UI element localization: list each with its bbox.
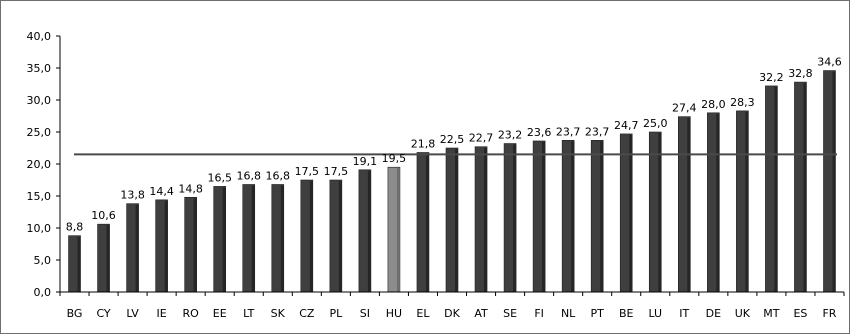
- category-label-nl: NL: [561, 307, 576, 320]
- data-label-cz: 17,5: [295, 165, 320, 178]
- category-label-cy: CY: [96, 307, 110, 320]
- category-label-lu: LU: [648, 307, 662, 320]
- bar-shade-hu: [396, 168, 400, 292]
- data-label-ro: 14,8: [178, 182, 203, 195]
- data-label-it: 27,4: [672, 102, 697, 115]
- category-label-si: SI: [360, 307, 370, 320]
- category-label-be: BE: [619, 307, 634, 320]
- data-label-uk: 28,3: [730, 96, 755, 109]
- category-label-sk: SK: [271, 307, 286, 320]
- bar-shade-uk: [745, 111, 749, 292]
- data-label-sk: 16,8: [266, 169, 291, 182]
- y-tick-label: 5,0: [34, 254, 52, 267]
- data-label-nl: 23,7: [556, 125, 581, 138]
- bar-shade-nl: [571, 141, 575, 292]
- data-label-ie: 14,4: [149, 185, 174, 198]
- y-axis: 0,0 5,0 10,0 15,0 20,0 25,0 30,0 35,0 40,0: [27, 30, 61, 299]
- bar-shade-be: [629, 134, 633, 292]
- category-label-at: AT: [474, 307, 488, 320]
- bar-shade-it: [687, 117, 691, 292]
- data-labels: 8,8 10,6 13,8 14,4 14,8 16,5 16,8 16,8 17,5 17,5 1…: [66, 56, 842, 234]
- bar-shade-cy: [106, 225, 110, 292]
- y-tick-label: 10,0: [27, 222, 52, 235]
- data-label-fi: 23,6: [527, 126, 552, 139]
- bar-shade-el: [425, 153, 429, 292]
- x-axis: BG CY LV IE RO EE LT SK CZ PL SI HU EL DK AT SE FI NL PT BE…: [59, 291, 845, 320]
- bar-shade-se: [513, 144, 517, 292]
- category-label-de: DE: [706, 307, 721, 320]
- data-label-es: 32,8: [788, 67, 813, 80]
- bar-shade-ee: [222, 187, 226, 292]
- data-label-lt: 16,8: [236, 169, 261, 182]
- category-label-pt: PT: [591, 307, 605, 320]
- data-label-be: 24,7: [614, 119, 639, 132]
- category-label-es: ES: [793, 307, 807, 320]
- y-tick-label: 25,0: [27, 126, 52, 139]
- bar-shade-es: [803, 83, 807, 292]
- bar-shade-dk: [455, 149, 458, 292]
- data-label-lv: 13,8: [120, 189, 145, 202]
- data-label-dk: 22,5: [440, 133, 465, 146]
- category-label-mt: MT: [763, 307, 779, 320]
- category-label-ie: IE: [157, 307, 167, 320]
- bar-shade-sk: [280, 185, 284, 292]
- category-label-it: IT: [679, 307, 689, 320]
- data-label-el: 21,8: [411, 137, 436, 150]
- bar-shade-lt: [251, 185, 255, 292]
- data-label-cy: 10,6: [91, 209, 116, 222]
- category-label-bg: BG: [67, 307, 83, 320]
- data-label-si: 19,1: [353, 155, 378, 168]
- y-tick-label: 30,0: [27, 94, 52, 107]
- y-tick-label: 40,0: [27, 30, 52, 43]
- bar-shade-fr: [832, 71, 836, 292]
- bars: [68, 70, 836, 293]
- category-label-cz: CZ: [299, 307, 315, 320]
- data-label-at: 22,7: [469, 132, 494, 145]
- bar-shade-fi: [542, 141, 546, 292]
- data-label-ee: 16,5: [207, 171, 232, 184]
- category-label-lt: LT: [243, 307, 255, 320]
- data-label-fr: 34,6: [817, 56, 842, 69]
- data-label-hu: 19,5: [382, 152, 407, 165]
- bar-shade-ro: [193, 198, 197, 292]
- category-label-fr: FR: [822, 307, 836, 320]
- data-label-pt: 23,7: [585, 125, 610, 138]
- category-label-uk: UK: [735, 307, 751, 320]
- y-tick-label: 20,0: [27, 158, 52, 171]
- bar-shade-si: [367, 170, 371, 292]
- data-label-mt: 32,2: [759, 71, 784, 84]
- bar-shade-lv: [135, 204, 139, 292]
- y-tick-label: 35,0: [27, 62, 52, 75]
- data-label-pl: 17,5: [324, 165, 349, 178]
- bar-shade-at: [484, 147, 488, 292]
- bar-shade-cz: [309, 181, 313, 292]
- category-label-dk: DK: [444, 307, 460, 320]
- data-label-se: 23,2: [498, 129, 523, 142]
- category-label-se: SE: [503, 307, 517, 320]
- y-tick-label: 15,0: [27, 190, 52, 203]
- bar-shade-pt: [600, 141, 604, 292]
- category-label-lv: LV: [126, 307, 139, 320]
- bar-shade-pl: [338, 181, 342, 292]
- category-label-el: EL: [416, 307, 430, 320]
- bar-shade-mt: [774, 86, 778, 292]
- y-tick-label: 0,0: [34, 286, 52, 299]
- data-label-bg: 8,8: [66, 221, 84, 234]
- category-label-pl: PL: [329, 307, 343, 320]
- bar-shade-bg: [77, 236, 81, 292]
- category-label-ro: RO: [183, 307, 200, 320]
- category-label-fi: FI: [534, 307, 544, 320]
- data-label-lu: 25,0: [643, 117, 668, 130]
- bar-shade-de: [716, 113, 720, 292]
- bar-shade-lu: [658, 133, 662, 292]
- category-label-ee: EE: [213, 307, 227, 320]
- bar-shade-ie: [164, 200, 168, 292]
- data-label-de: 28,0: [701, 98, 726, 111]
- category-label-hu: HU: [386, 307, 402, 320]
